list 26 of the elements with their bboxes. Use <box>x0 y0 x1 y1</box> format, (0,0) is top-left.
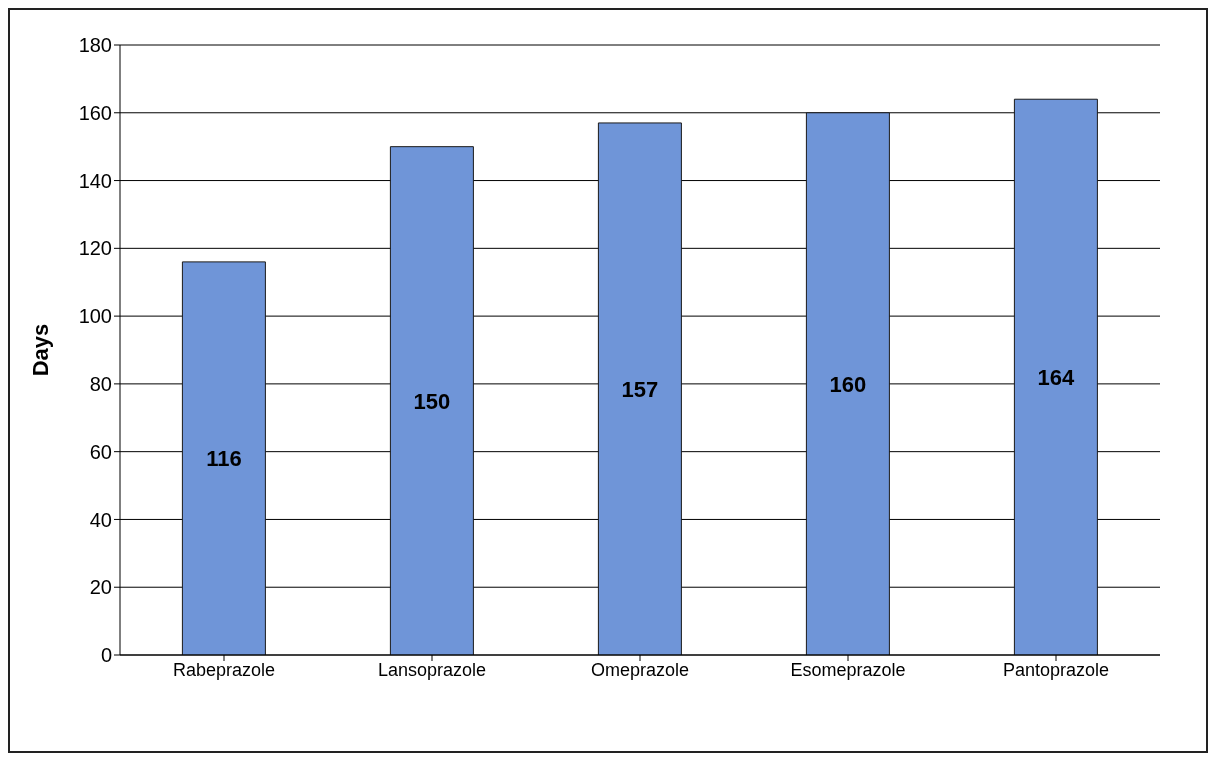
x-tick-label: Esomeprazole <box>790 659 906 680</box>
y-tick-label: 140 <box>78 169 112 192</box>
x-tick-label: Rabeprazole <box>172 659 276 680</box>
bar <box>597 122 682 655</box>
bar <box>389 146 474 655</box>
y-tick-label: 100 <box>78 305 112 328</box>
y-tick-label: 180 <box>78 34 112 57</box>
y-tick-label: 60 <box>89 440 112 463</box>
data-label: 160 <box>829 371 867 397</box>
bar <box>805 112 890 655</box>
y-tick-label: 120 <box>78 237 112 260</box>
data-label: 157 <box>621 376 659 402</box>
x-tick-label: Lansoprazole <box>377 659 487 680</box>
y-axis-title: Days <box>27 323 53 377</box>
y-tick-label: 0 <box>100 644 112 667</box>
bar <box>1013 98 1098 655</box>
x-tick-label: Pantoprazole <box>1002 659 1110 680</box>
data-label: 164 <box>1037 364 1076 390</box>
x-tick-label: Omeprazole <box>590 659 690 680</box>
data-label: 116 <box>206 446 242 472</box>
y-tick-label: 40 <box>89 508 112 531</box>
y-tick-label: 160 <box>78 101 112 124</box>
bar <box>181 261 266 655</box>
data-label: 150 <box>413 388 451 414</box>
y-tick-label: 80 <box>89 372 112 395</box>
y-tick-label: 20 <box>89 576 112 599</box>
